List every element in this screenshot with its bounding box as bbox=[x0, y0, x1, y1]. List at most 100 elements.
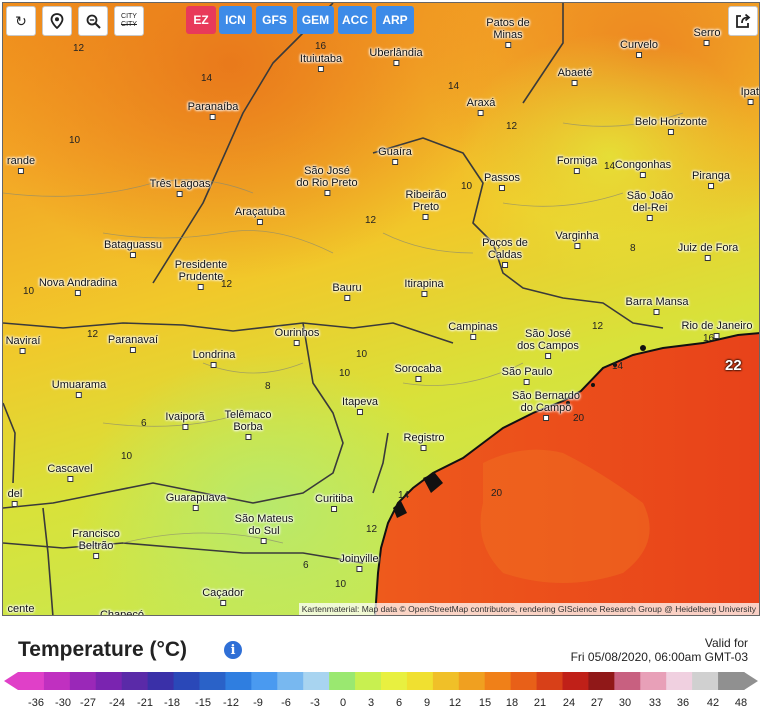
city-toggle-button[interactable]: CITY CITY bbox=[114, 6, 144, 36]
city-label: Barra Mansa bbox=[625, 296, 689, 315]
city-marker bbox=[747, 99, 754, 105]
city-marker bbox=[640, 172, 646, 178]
isoline-value: 8 bbox=[630, 243, 636, 254]
city-marker bbox=[219, 600, 226, 606]
city-marker bbox=[653, 309, 660, 315]
city-name: Rio de Janeiro bbox=[681, 320, 753, 332]
isoline-value: 10 bbox=[356, 349, 368, 360]
city-label: Três Lagoas bbox=[150, 178, 210, 197]
city-name: Registro bbox=[403, 432, 445, 444]
city-name: del-Rei bbox=[632, 202, 668, 214]
city-marker bbox=[12, 501, 18, 507]
colorbar-segment bbox=[614, 672, 641, 690]
city-name: Belo Horizonte bbox=[634, 116, 708, 128]
share-button[interactable] bbox=[728, 6, 758, 36]
isoline-value: 10 bbox=[339, 368, 351, 379]
city-label: Francisco Beltrão bbox=[72, 528, 120, 559]
isoline-value: 10 bbox=[121, 451, 133, 462]
valid-time: Valid for Fri 05/08/2020, 06:00am GMT-03 bbox=[571, 636, 748, 664]
colorbar-segment bbox=[277, 672, 304, 690]
city-label: São Mateus do Sul bbox=[235, 513, 293, 544]
colorbar-tick-label: -3 bbox=[310, 697, 320, 709]
city-name: Passos bbox=[483, 172, 521, 184]
info-icon[interactable]: i bbox=[224, 641, 242, 659]
city-label: rande bbox=[7, 155, 35, 174]
city-marker bbox=[75, 290, 81, 296]
city-name: Paranavaí bbox=[107, 334, 159, 346]
colorbar-segment bbox=[510, 672, 538, 690]
colorbar-tick-label: -18 bbox=[164, 697, 180, 709]
isoline-value: 12 bbox=[365, 215, 377, 226]
colorbar-tick-label: 27 bbox=[590, 697, 604, 709]
city-label: Ipati bbox=[741, 86, 759, 105]
city-name: Barra Mansa bbox=[625, 296, 689, 308]
colorbar-segment bbox=[329, 672, 356, 690]
colorbar-tick-label: -9 bbox=[253, 697, 263, 709]
city-marker bbox=[668, 129, 674, 135]
city-label: Caçador bbox=[202, 587, 244, 606]
city-label: Araçatuba bbox=[235, 206, 285, 225]
model-button-gem[interactable]: GEM bbox=[297, 6, 334, 34]
model-button-acc[interactable]: ACC bbox=[338, 6, 372, 34]
city-name: Varginha bbox=[555, 230, 599, 242]
colorbar-segment bbox=[251, 672, 278, 690]
model-button-arp[interactable]: ARP bbox=[376, 6, 414, 34]
city-label: Juiz de Fora bbox=[677, 242, 739, 261]
city-marker bbox=[707, 183, 714, 189]
city-marker bbox=[574, 243, 580, 249]
colorbar-segment bbox=[458, 672, 486, 690]
city-name: Bauru bbox=[332, 282, 362, 294]
city-name: do Sul bbox=[248, 525, 280, 537]
colorbar-segment bbox=[692, 672, 719, 690]
colorbar-segment bbox=[536, 672, 563, 690]
colorbar-segment bbox=[199, 672, 226, 690]
city-marker bbox=[20, 348, 26, 354]
city-label: Varginha bbox=[555, 230, 599, 249]
map-attribution: Kartenmaterial: Map data © OpenStreetMap… bbox=[298, 603, 759, 615]
city-marker bbox=[572, 80, 578, 86]
city-name: São Paulo bbox=[501, 366, 553, 378]
zoom-out-button[interactable] bbox=[78, 6, 108, 36]
model-button-icn[interactable]: ICN bbox=[219, 6, 252, 34]
isoline-value: 10 bbox=[335, 579, 347, 590]
colorbar-min-arrow bbox=[4, 672, 18, 690]
city-label: Piranga bbox=[692, 170, 730, 189]
city-label: Araxá bbox=[467, 97, 495, 116]
temperature-map[interactable]: Patos de Minas Uberlândia Ituiutaba Araxá Par… bbox=[2, 2, 760, 616]
colorbar-tick-label: -12 bbox=[223, 697, 239, 709]
isoline-value: 14 bbox=[201, 73, 213, 84]
city-name: del bbox=[7, 488, 23, 500]
model-button-gfs[interactable]: GFS bbox=[256, 6, 293, 34]
city-name: dos Campos bbox=[517, 340, 579, 352]
city-label: Campinas bbox=[448, 321, 498, 340]
isoline-value: 8 bbox=[265, 381, 271, 392]
city-marker bbox=[181, 424, 188, 430]
colorbar-tick-label: -6 bbox=[281, 697, 291, 709]
colorbar-segment bbox=[562, 672, 589, 690]
city-name: Telêmaco bbox=[224, 409, 272, 421]
reload-button[interactable]: ↻ bbox=[6, 6, 36, 36]
city-label: São José do Rio Preto bbox=[296, 165, 358, 196]
colorbar-segment bbox=[121, 672, 149, 690]
city-name: Araçatuba bbox=[234, 206, 286, 218]
model-button-ez[interactable]: EZ bbox=[186, 6, 216, 34]
location-button[interactable] bbox=[42, 6, 72, 36]
city-label: Uberlândia bbox=[369, 47, 423, 66]
isoline-value: 22 bbox=[725, 357, 742, 374]
city-name: Juiz de Fora bbox=[677, 242, 739, 254]
city-toggle-label-struck: CITY bbox=[121, 21, 137, 28]
city-marker bbox=[636, 52, 642, 58]
city-label: Chapecó bbox=[99, 609, 145, 616]
city-label: São Bernardo do Campo bbox=[512, 390, 580, 421]
colorbar-tick-label: -30 bbox=[55, 697, 71, 709]
city-label: Guarapuava bbox=[166, 492, 226, 511]
colorbar-tick-label: 6 bbox=[395, 697, 403, 709]
colorbar-tick-label: 18 bbox=[505, 697, 519, 709]
city-label: Passos bbox=[484, 172, 520, 191]
zoom-out-icon bbox=[86, 14, 101, 29]
isoline-value: 12 bbox=[221, 279, 233, 290]
city-name: Paranaíba bbox=[187, 101, 239, 113]
city-label: Telêmaco Borba bbox=[224, 409, 272, 440]
city-name: Chapecó bbox=[99, 609, 145, 616]
legend-title: Temperature (°C) bbox=[18, 638, 188, 661]
